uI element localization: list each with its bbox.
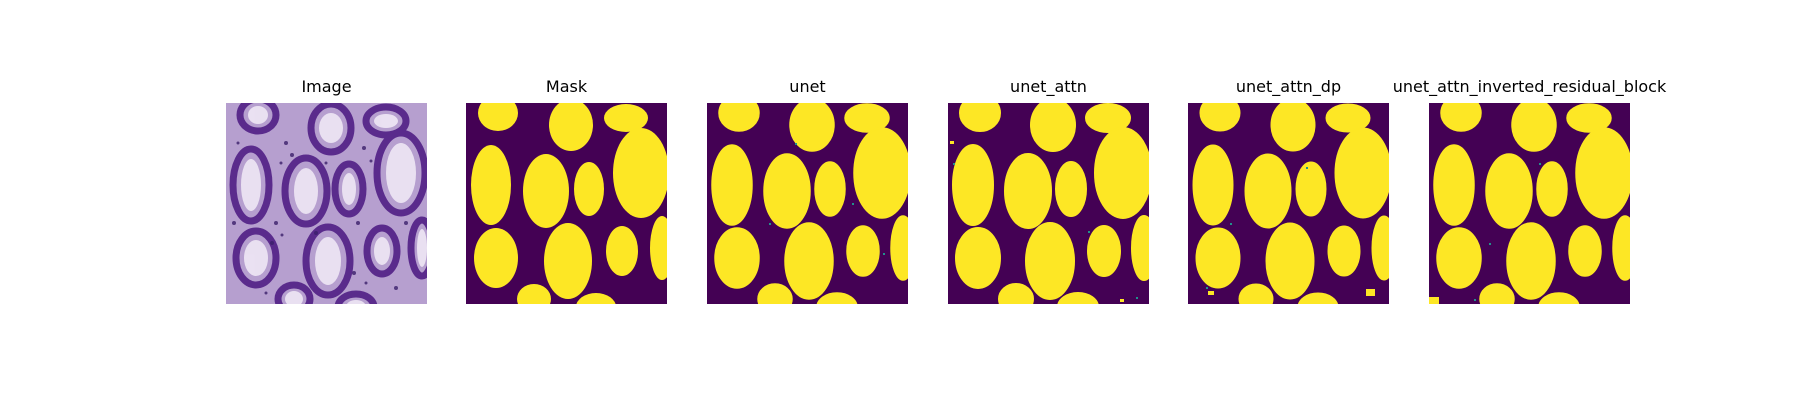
unet-attn-prediction-image bbox=[948, 103, 1149, 304]
mask-image bbox=[466, 103, 667, 304]
unet-attn-dp-prediction-image bbox=[1188, 103, 1389, 304]
panel-title-image: Image bbox=[301, 77, 352, 96]
panel-title-unet-attn: unet_attn bbox=[1010, 77, 1087, 96]
histology-image bbox=[226, 103, 427, 304]
unet-attn-inverted-residual-block-prediction-image bbox=[1429, 103, 1630, 304]
panel-title-unet-attn-dp: unet_attn_dp bbox=[1235, 77, 1342, 96]
panel-title-unet: unet bbox=[789, 77, 826, 96]
panel-title-unet-attn-inverted-residual-block: unet_attn_inverted_residual_block bbox=[1392, 77, 1667, 96]
unet-prediction-image bbox=[707, 103, 908, 304]
panel-title-mask: Mask bbox=[545, 77, 588, 96]
